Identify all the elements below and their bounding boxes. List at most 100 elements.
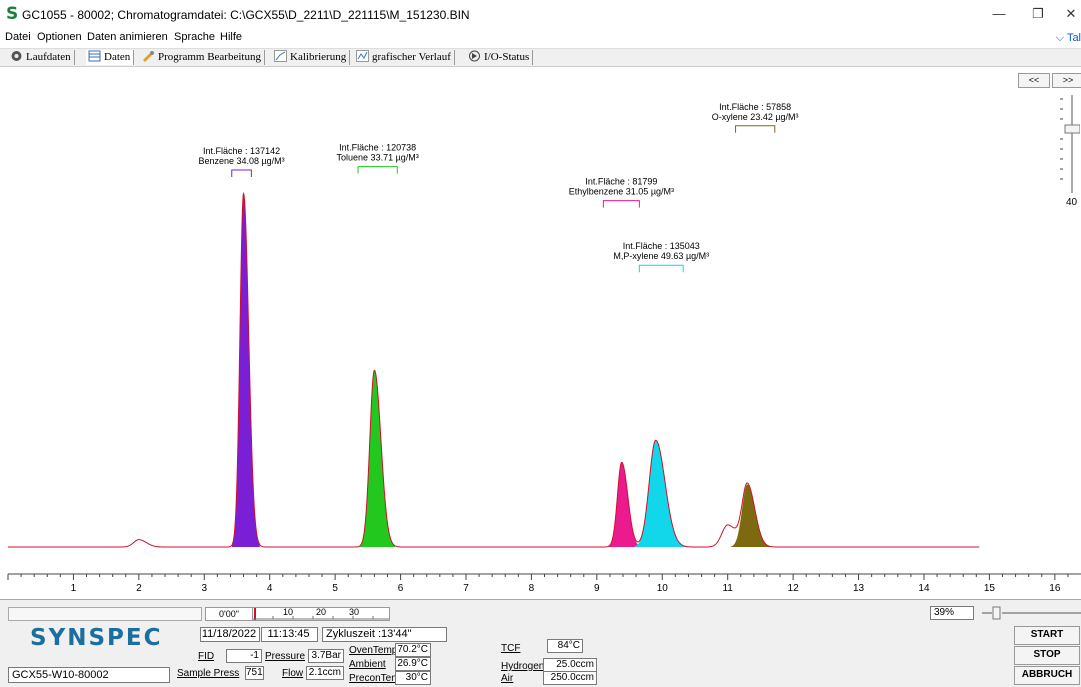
slider-thumb[interactable] xyxy=(1064,124,1080,134)
peak-integration-marker xyxy=(602,200,640,208)
status-message-box xyxy=(8,607,202,621)
abort-button[interactable]: ABBRUCH xyxy=(1014,666,1080,685)
scroll-next-button[interactable]: >> xyxy=(1052,73,1081,88)
x-tick-label: 7 xyxy=(463,583,469,594)
menu-datei[interactable]: Datei xyxy=(5,31,31,43)
ambient-label: Ambient xyxy=(349,659,386,670)
precon-temp-value: 30°C xyxy=(395,671,431,685)
peak-fills xyxy=(232,193,771,547)
timeline-ruler xyxy=(253,608,389,620)
hydrogen-value: 25.0ccm xyxy=(543,658,597,672)
menu-daten-animieren[interactable]: Daten animieren xyxy=(87,31,168,43)
menu-optionen[interactable]: Optionen xyxy=(37,31,82,43)
x-tick-label: 4 xyxy=(267,583,273,594)
title-bar: S GC1055 - 80002; Chromatogramdatei: C:\… xyxy=(0,0,1081,30)
gear-icon xyxy=(11,51,22,61)
tab-label: grafischer Verlauf xyxy=(372,51,451,63)
tab-laufdaten[interactable]: Laufdaten xyxy=(8,50,75,65)
start-button[interactable]: START xyxy=(1014,626,1080,645)
timeline-tick: 20 xyxy=(316,607,327,617)
peak-concentration-label: Ethylbenzene 31.05 µg/M³ xyxy=(569,187,674,197)
tab-bar: Laufdaten Daten Programm Bearbeitung Kal… xyxy=(0,48,1081,67)
slider-ticks xyxy=(1060,98,1063,180)
x-tick-label: 13 xyxy=(853,583,865,594)
peak-area-label: Int.Fläche : 135043 xyxy=(623,241,700,251)
precon-temp-label: PreconTem xyxy=(349,673,400,684)
x-tick-label: 6 xyxy=(398,583,404,594)
tab-label: Kalibrierung xyxy=(290,51,347,63)
tab-label: Programm Bearbeitung xyxy=(158,51,261,63)
tcf-label: TCF xyxy=(501,643,521,654)
tools-icon xyxy=(143,51,154,62)
x-tick-label: 1 xyxy=(71,583,77,594)
menu-hilfe[interactable]: Hilfe xyxy=(220,31,243,43)
peak-integration-marker xyxy=(357,166,398,174)
horizontal-zoom-slider[interactable] xyxy=(980,606,1081,620)
flow-value: 2.1ccm xyxy=(306,666,344,680)
oven-temp-label: OvenTemp xyxy=(349,645,398,656)
zoom-slider[interactable] xyxy=(1058,95,1080,195)
pressure-value: 3.7Bar xyxy=(308,649,344,663)
tcf-value: 84°C xyxy=(547,639,583,653)
air-value: 250.0ccm xyxy=(543,671,597,685)
menu-sprache[interactable]: Sprache xyxy=(174,31,215,43)
close-button[interactable]: ✕ xyxy=(1065,6,1077,21)
timeline-tick: 30 xyxy=(349,607,360,617)
tab-kalibrierung[interactable]: Kalibrierung xyxy=(272,50,351,65)
tab-daten[interactable]: Daten xyxy=(86,50,135,65)
tab-programm-bearbeitung[interactable]: Programm Bearbeitung xyxy=(140,50,265,65)
x-tick-label: 10 xyxy=(657,583,669,594)
scroll-prev-button[interactable]: << xyxy=(1018,73,1050,88)
tab-io-status[interactable]: I/O-Status xyxy=(466,50,534,65)
pressure-label: Pressure xyxy=(265,651,306,662)
flow-label: Flow xyxy=(282,668,304,679)
oven-temp-value: 70.2°C xyxy=(395,643,431,657)
tab-label: Daten xyxy=(104,51,131,63)
slider-thumb[interactable] xyxy=(992,606,1001,620)
peak-area-label: Int.Fläche : 120738 xyxy=(339,143,416,153)
ambient-value: 26.9°C xyxy=(395,657,431,671)
peak-concentration-label: M,P-xylene 49.63 µg/M³ xyxy=(613,251,709,261)
timeline-tick: 10 xyxy=(283,607,294,617)
hydrogen-label: Hydrogen xyxy=(501,661,545,672)
x-tick-label: 3 xyxy=(201,583,207,594)
x-tick-label: 11 xyxy=(722,583,733,594)
peak-benzene xyxy=(232,193,260,547)
signal-trace xyxy=(8,192,980,548)
peak-concentration-label: O-xylene 23.42 µg/M³ xyxy=(712,112,799,122)
x-tick-label: 8 xyxy=(529,583,535,594)
peak-integration-marker xyxy=(735,125,776,133)
app-logo-icon: S xyxy=(6,4,19,24)
run-time: 11:13:45 xyxy=(261,627,318,642)
chart-icon xyxy=(274,50,287,62)
tab-dropdown[interactable]: ⌵ Tal xyxy=(1056,32,1081,45)
sample-press-label: Sample Press xyxy=(177,668,240,679)
tab-label: I/O-Status xyxy=(484,51,530,63)
peak-integration-marker xyxy=(231,169,252,177)
x-tick-label: 9 xyxy=(594,583,600,594)
restore-button[interactable]: ❐ xyxy=(1032,6,1044,21)
fid-label: FID xyxy=(198,651,215,662)
tab-grafischer-verlauf[interactable]: grafischer Verlauf xyxy=(354,50,455,65)
x-tick-label: 2 xyxy=(136,583,142,594)
synspec-logo: SYNSPEC xyxy=(30,625,163,651)
peak-m-p-xylene xyxy=(634,440,686,547)
stop-button[interactable]: STOP xyxy=(1014,646,1080,665)
io-icon xyxy=(469,50,480,62)
run-progress-timeline[interactable]: 10 20 30 xyxy=(252,607,390,621)
run-date: 11/18/2022 xyxy=(200,627,260,642)
timeline-start: 0'00" xyxy=(205,607,253,621)
device-name-field: GCX55-W10-80002 xyxy=(8,667,170,683)
peak-ethylbenzene xyxy=(608,462,641,547)
peak-area-label: Int.Fläche : 81799 xyxy=(585,177,657,187)
zoom-slider-value: 40 xyxy=(1066,197,1078,208)
graph-icon xyxy=(356,50,369,62)
sample-press-value: 751 xyxy=(245,666,264,680)
minimize-button[interactable]: — xyxy=(992,6,1006,21)
peak-o-xylene xyxy=(730,484,771,547)
